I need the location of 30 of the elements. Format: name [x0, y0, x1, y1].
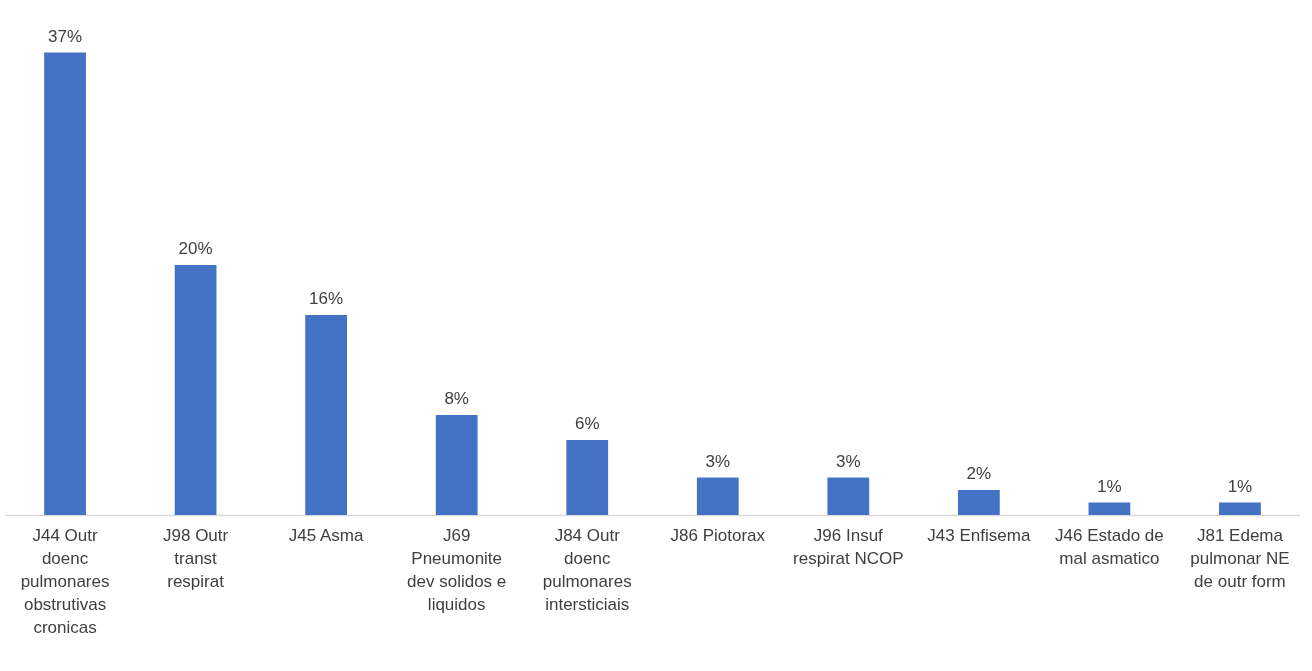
x-tick-label: J43 Enfisema [927, 525, 1031, 545]
x-tick-label: J81 Edema pulmonar NE de outr form [1190, 525, 1290, 591]
bar [1219, 502, 1261, 515]
data-label: 8% [444, 389, 469, 408]
data-label: 3% [836, 451, 861, 471]
data-label: 2% [966, 464, 992, 483]
bar [957, 490, 1000, 515]
x-tick-label: J44 Outr doenc pulmonares obstrutivas cronicas [20, 525, 110, 637]
bar [174, 265, 217, 515]
bar [1088, 502, 1131, 515]
data-label: 1% [1227, 476, 1253, 496]
bar [566, 440, 609, 515]
x-tick-label: J69 Pneumonite dev solidos e liquidos [407, 525, 507, 614]
bar [44, 52, 86, 515]
x-tick-label: J45 Asma [288, 525, 365, 545]
data-label: 37% [48, 26, 83, 46]
data-label: 16% [309, 289, 344, 308]
data-label: 3% [705, 451, 731, 471]
bar [696, 477, 739, 515]
bar [435, 415, 478, 515]
bar [827, 477, 870, 515]
x-tick-label: J46 Estado de mal asmatico [1055, 525, 1164, 568]
bar [305, 315, 348, 515]
x-tick-label: J84 Outr doenc pulmonares intersticiais [542, 525, 632, 614]
data-label: 1% [1097, 476, 1122, 496]
data-label: 20% [178, 239, 213, 258]
x-tick-label: J96 Insuf respirat NCOP [793, 525, 904, 568]
x-tick-label: J98 Outr transt respirat [162, 525, 229, 591]
x-tick-label: J86 Piotorax [670, 525, 766, 545]
data-label: 6% [574, 414, 600, 433]
